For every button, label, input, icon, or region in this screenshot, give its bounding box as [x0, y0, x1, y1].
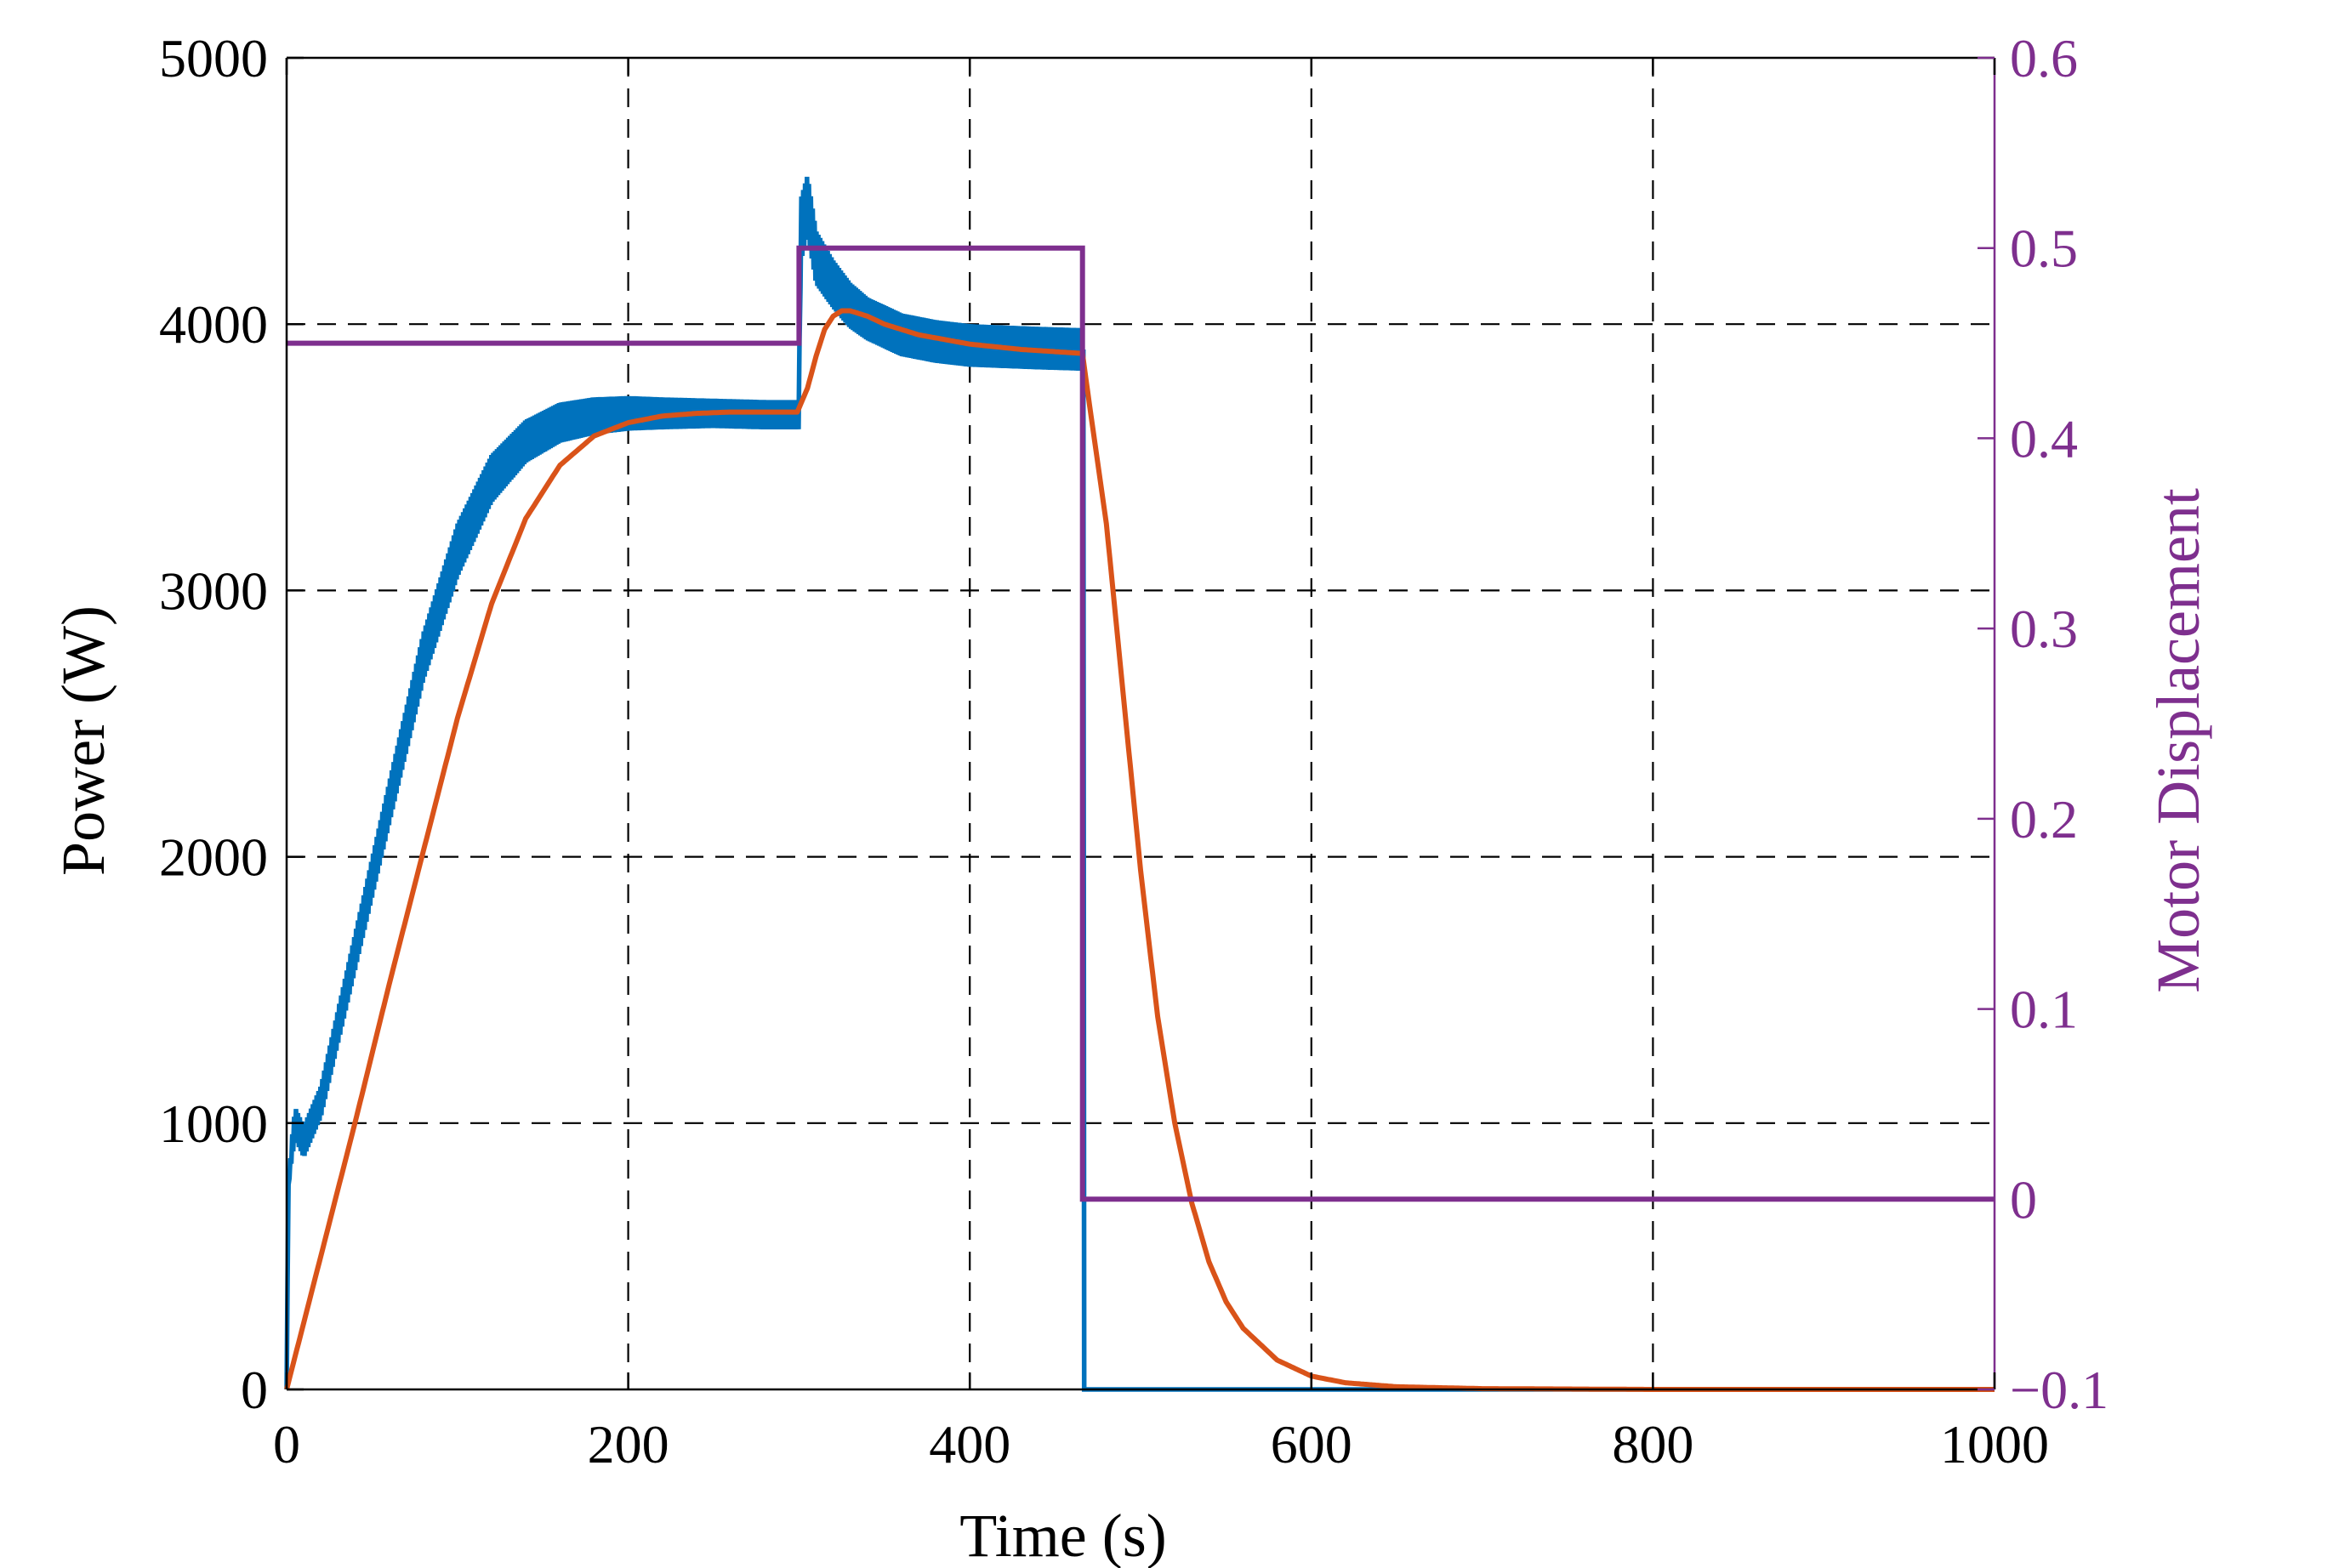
y2-tick-label: 0.2	[2010, 789, 2078, 849]
x-tick-label: 200	[588, 1414, 669, 1474]
x-tick-label: 1000	[1940, 1414, 2049, 1474]
x-tick-label: 400	[929, 1414, 1010, 1474]
x-tick-label: 0	[273, 1414, 300, 1474]
y2-tick-label: 0.4	[2010, 408, 2078, 469]
y-tick-label: 4000	[159, 294, 268, 355]
y-tick-label: 1000	[159, 1094, 268, 1154]
series-line-power-measured	[284, 176, 1995, 1392]
y2-tick-label: −0.1	[2010, 1360, 2109, 1420]
y2-tick-label: 0.5	[2010, 219, 2078, 279]
y-tick-label: 5000	[159, 28, 268, 88]
y2-tick-label: 0	[2010, 1169, 2037, 1230]
y2-tick-label: 0.6	[2010, 28, 2078, 88]
grid	[287, 58, 1995, 1389]
y-tick-label: 3000	[159, 560, 268, 621]
x-tick-label: 800	[1612, 1414, 1693, 1474]
x-axis-title: Time (s)	[959, 1502, 1166, 1568]
y-axis-title-right: Motor Displacement	[2144, 488, 2212, 993]
y-tick-label: 2000	[159, 827, 268, 888]
y-tick-label: 0	[241, 1360, 268, 1420]
y-axis-title-left: Power (W)	[49, 605, 117, 876]
series-line-motor-displacement	[287, 245, 1995, 1202]
y2-tick-label: 0.3	[2010, 599, 2078, 659]
y2-tick-label: 0.1	[2010, 980, 2078, 1040]
x-tick-label: 600	[1271, 1414, 1352, 1474]
axes	[285, 56, 1996, 1391]
tick-labels: 0 200 400 600 800 1000 0 1000 2000 3000 4000 5000 −0…	[159, 28, 2109, 1474]
